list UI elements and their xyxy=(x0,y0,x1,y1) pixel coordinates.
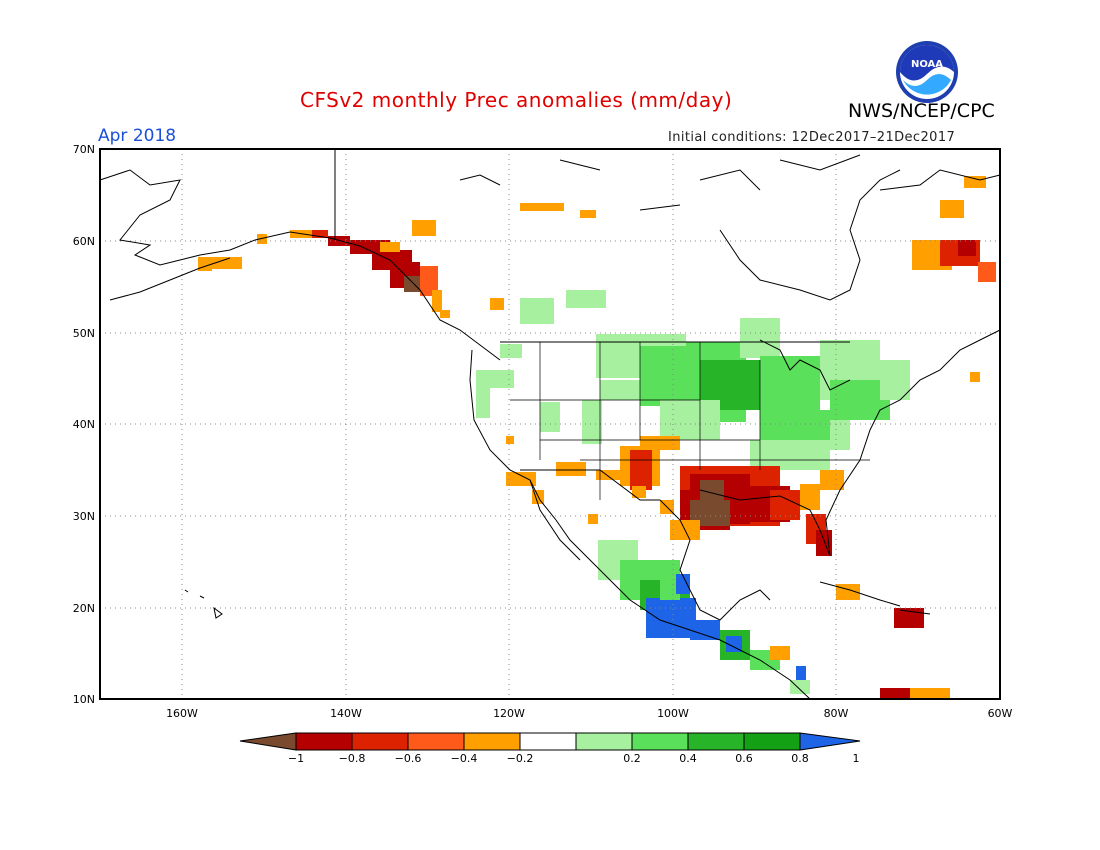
noaa-logo: NOAA xyxy=(896,41,958,103)
colorbar-swatch xyxy=(463,732,521,751)
map-title: CFSv2 monthly Prec anomalies (mm/day) xyxy=(300,88,733,112)
coastlines xyxy=(99,149,1001,700)
colorbar-label: 0.2 xyxy=(623,752,641,765)
colorbar-swatch xyxy=(407,732,465,751)
colorbar-label: −1 xyxy=(287,752,305,765)
colorbar-swatch xyxy=(351,732,409,751)
colorbar-label: 0.4 xyxy=(679,752,697,765)
colorbar-label: −0.4 xyxy=(450,752,478,765)
colorbar-swatch xyxy=(687,732,745,751)
colorbar-swatch xyxy=(575,732,633,751)
agency-label: NWS/NCEP/CPC xyxy=(848,100,995,122)
lat-label-40n: 40N xyxy=(72,418,95,431)
colorbar-swatch xyxy=(519,732,577,751)
colorbar-label: −0.2 xyxy=(506,752,534,765)
graticule xyxy=(100,149,1000,699)
colorbar-label: 1 xyxy=(852,752,860,765)
colorbar-label: 0.8 xyxy=(791,752,809,765)
colorbar-label: 0.6 xyxy=(735,752,753,765)
lat-label-60n: 60N xyxy=(72,235,95,248)
lon-label-100w: 100W xyxy=(657,707,689,720)
lon-label-80w: 80W xyxy=(823,707,849,720)
lat-label-30n: 30N xyxy=(72,510,95,523)
colorbar-label: −0.8 xyxy=(338,752,366,765)
lat-label-50n: 50N xyxy=(72,327,95,340)
colorbar-swatch xyxy=(631,732,689,751)
lat-label-70n: 70N xyxy=(72,143,95,156)
lat-label-10n: 10N xyxy=(72,693,95,706)
colorbar-label: −0.6 xyxy=(394,752,422,765)
lon-label-160w: 160W xyxy=(166,707,198,720)
initial-conditions-label: Initial conditions: 12Dec2017–21Dec2017 xyxy=(668,130,956,145)
colorbar-swatch xyxy=(295,732,353,751)
colorbar-arrow-high xyxy=(799,732,861,751)
target-month-label: Apr 2018 xyxy=(98,126,177,146)
lon-label-140w: 140W xyxy=(330,707,362,720)
noaa-logo-text: NOAA xyxy=(911,59,943,70)
colorbar-swatch xyxy=(743,732,801,751)
colorbar-arrow-low xyxy=(239,732,297,751)
lon-label-120w: 120W xyxy=(493,707,525,720)
lat-label-20n: 20N xyxy=(72,602,95,615)
lon-label-60w: 60W xyxy=(987,707,1013,720)
colorbar xyxy=(239,732,861,751)
plot-frame xyxy=(99,148,1001,700)
